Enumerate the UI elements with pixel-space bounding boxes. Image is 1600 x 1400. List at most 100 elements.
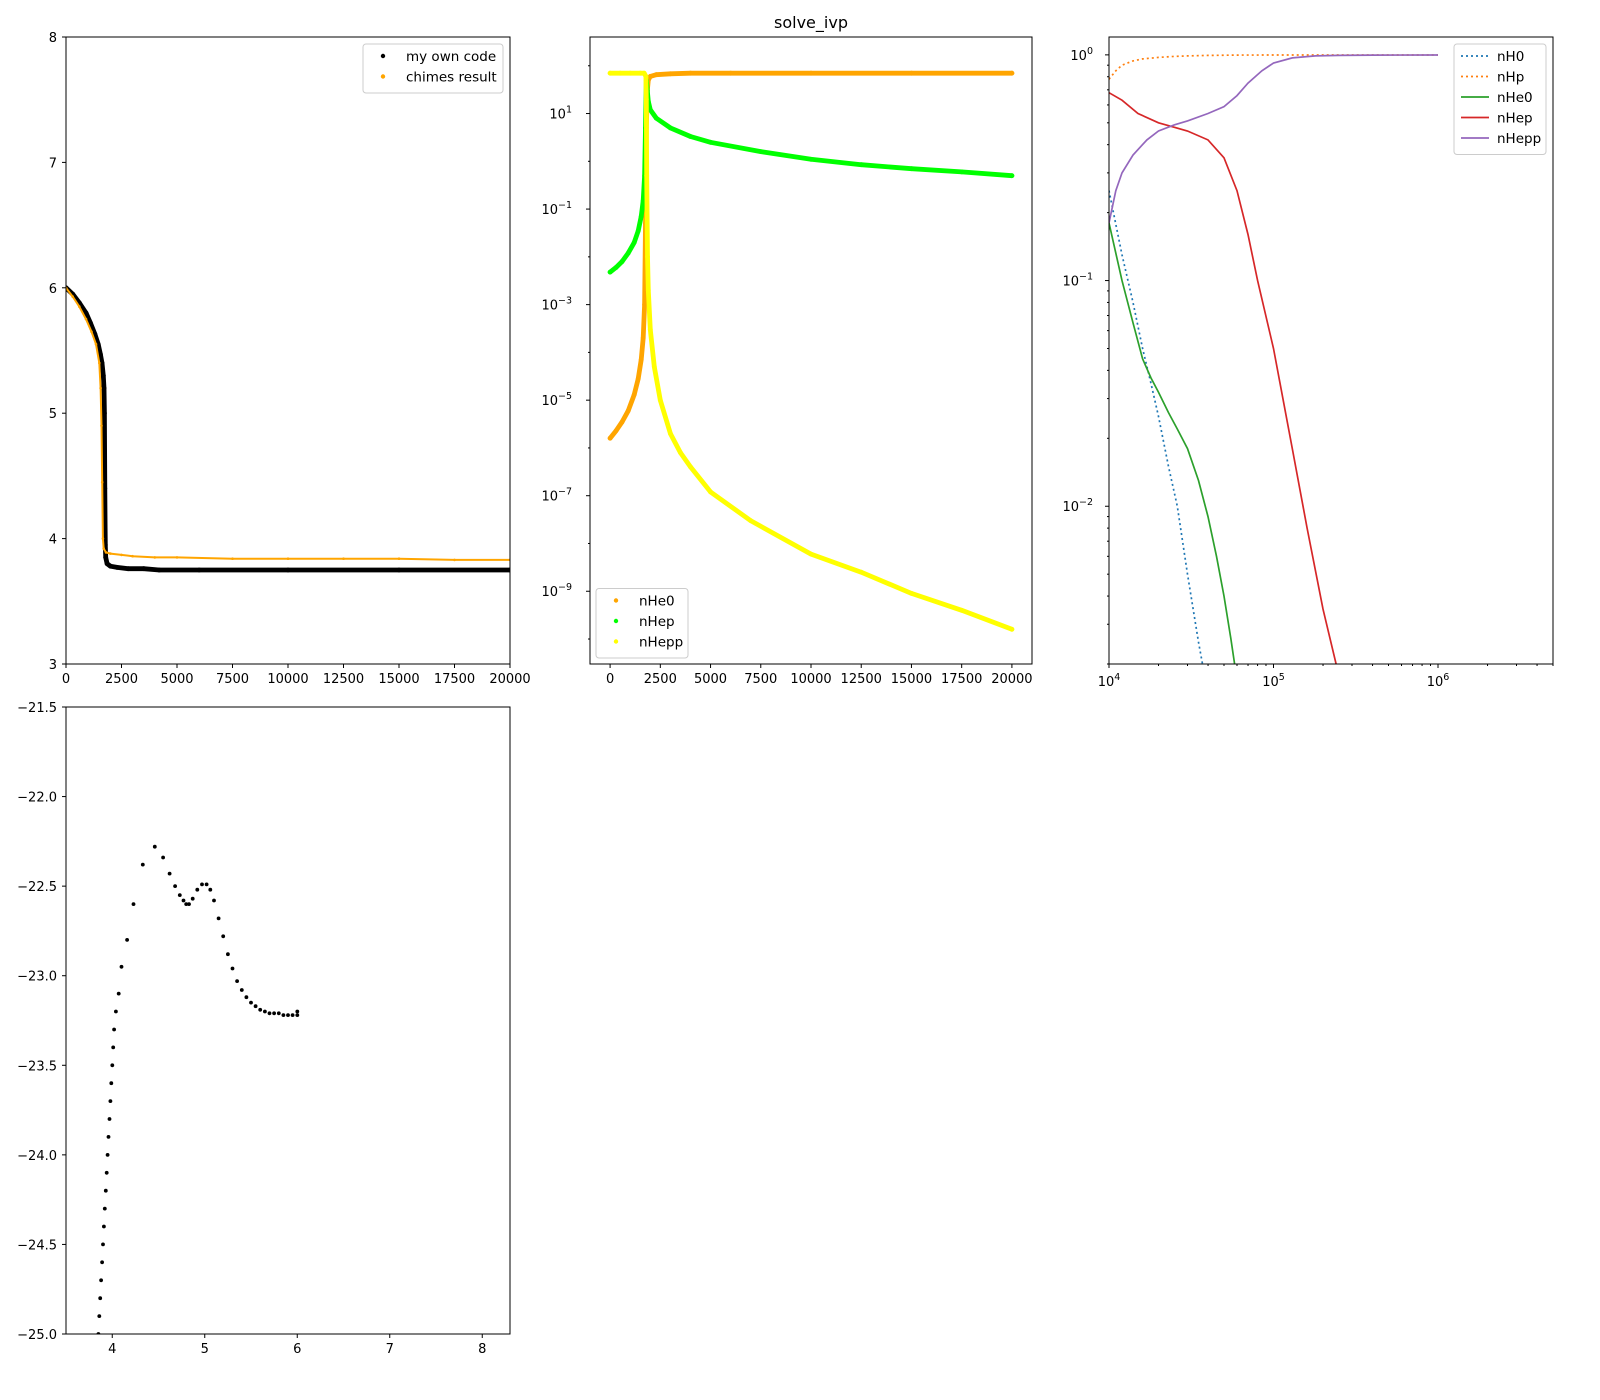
y-tick-label-base: 10: [541, 203, 558, 218]
y-tick-label-base: 10: [541, 299, 558, 314]
data-point: [272, 1011, 276, 1016]
data-point: [109, 1081, 114, 1086]
legend-label: nH0: [1497, 49, 1524, 65]
data-point: [235, 979, 240, 983]
data-point: [140, 862, 145, 867]
y-tick-label: 10−9: [541, 582, 572, 600]
data-point: [226, 952, 230, 957]
y-tick-label-exponent: −2: [1079, 497, 1093, 508]
y-tick-label: 101: [549, 105, 572, 123]
axis-ticks: 0 2500 5000 7500 10000 12500 15000 17500 20000 3 4…: [49, 31, 531, 687]
x-tick-label: 2500: [644, 672, 677, 687]
data-point: [204, 882, 209, 887]
legend: my own code chimes result: [362, 43, 504, 94]
plot-area: [96, 844, 300, 1334]
y-tick-label: 3: [49, 658, 57, 673]
y-tick-label-exponent: −9: [558, 582, 572, 593]
series-chimes result: [66, 286, 510, 562]
legend-label: nHepp: [1497, 131, 1541, 147]
legend-swatch: [380, 74, 386, 79]
data-point: [295, 1009, 300, 1014]
x-tick-label: 105: [1262, 672, 1285, 690]
x-tick-label: 20000: [489, 672, 530, 687]
x-tick-label: 15000: [891, 672, 932, 687]
legend-item: nHepp: [613, 635, 683, 651]
data-point: [107, 1117, 112, 1121]
data-point: [119, 964, 124, 969]
legend-swatch: [380, 53, 386, 59]
legend-label: nHe0: [1497, 90, 1533, 106]
y-tick-label: −24.0: [17, 1149, 57, 1164]
data-point: [295, 1013, 300, 1017]
x-tick-label: 8: [478, 1342, 486, 1357]
y-tick-label: 10−3: [541, 296, 572, 314]
plot-frame: [1108, 36, 1554, 665]
chart-2: solve_ivp 0 2500 5000 7500 10000 12500 15000 175…: [541, 13, 1032, 687]
series-nHep: [607, 77, 1015, 275]
series-nHep: [1109, 91, 1337, 664]
legend-item: nHep: [613, 614, 675, 630]
plot-frame: [65, 36, 511, 665]
x-tick-label: 104: [1098, 672, 1121, 690]
data-point: [99, 1278, 103, 1283]
data-point: [108, 1099, 113, 1103]
data-point: [267, 1011, 272, 1016]
legend-box: [362, 43, 504, 94]
data-point: [230, 966, 235, 971]
legend-swatch: [613, 618, 619, 624]
series-line-nHp: [1109, 54, 1438, 80]
legend-box: [595, 588, 689, 659]
data-point: [110, 1063, 115, 1068]
plot-area: [607, 70, 1015, 632]
series-trace-my own code: [66, 285, 510, 573]
data-point: [208, 887, 213, 892]
series-line-nHe0: [1109, 222, 1236, 664]
data-point: [276, 1011, 281, 1016]
legend-item: chimes result: [380, 70, 497, 86]
y-tick-label-exponent: −3: [558, 296, 572, 307]
data-point: [221, 934, 226, 939]
series-nHp: [1109, 54, 1438, 80]
x-tick-label: 15000: [378, 672, 419, 687]
data-point: [97, 1314, 102, 1318]
y-tick-label: −21.5: [17, 701, 57, 716]
legend-swatch: [613, 639, 619, 644]
series-line-nHep: [1109, 91, 1337, 664]
data-point: [253, 1004, 258, 1009]
data-point: [212, 898, 216, 903]
series-my own code: [66, 285, 510, 573]
y-tick-label: 4: [49, 533, 57, 548]
y-tick-label: −23.5: [17, 1059, 57, 1074]
legend: nH0 nHp nHe0 nHep nHepp: [1453, 43, 1547, 155]
legend-swatch: [613, 598, 619, 603]
data-point: [125, 938, 129, 942]
axis-ticks: 4 5 6 7 8 −21.5 −22.0 −22.5 −23.0 −23.5 −24.0 −24.5…: [17, 701, 486, 1357]
y-tick-label: 7: [49, 156, 57, 171]
data-point: [281, 1013, 286, 1017]
data-point: [112, 1027, 116, 1032]
y-tick-label-base: 10: [541, 394, 558, 409]
legend-item: nHepp: [1461, 131, 1541, 147]
x-tick-label: 4: [108, 1342, 116, 1357]
data-point: [131, 902, 136, 906]
data-point: [249, 1000, 253, 1005]
axis-ticks: 0 2500 5000 7500 10000 12500 15000 17500 20000 10…: [541, 65, 1033, 687]
legend-item: nHp: [1461, 70, 1524, 86]
y-tick-label: 10−7: [541, 487, 572, 505]
data-point: [116, 991, 121, 996]
legend-label: nHp: [1497, 70, 1524, 86]
data-point: [98, 1296, 103, 1301]
y-tick-label-base: 10: [1062, 275, 1079, 290]
y-tick-label: 100: [1070, 46, 1093, 64]
x-tick-label: 12500: [841, 672, 882, 687]
y-tick-label-base: 10: [1062, 500, 1079, 515]
y-tick-label: 8: [49, 31, 57, 46]
data-point: [263, 1009, 267, 1014]
y-tick-label: −23.0: [17, 970, 57, 985]
x-tick-label: 7500: [216, 672, 249, 687]
data-point: [106, 1135, 111, 1139]
x-tick-label-exponent: 5: [1279, 672, 1285, 683]
x-tick-label: 0: [606, 672, 614, 687]
